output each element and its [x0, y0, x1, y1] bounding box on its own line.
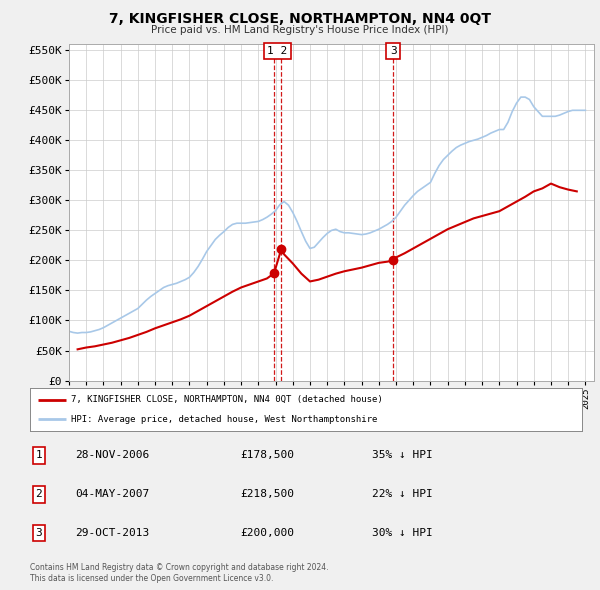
Text: 1: 1: [35, 451, 43, 460]
Text: £218,500: £218,500: [240, 490, 294, 499]
Text: 7, KINGFISHER CLOSE, NORTHAMPTON, NN4 0QT: 7, KINGFISHER CLOSE, NORTHAMPTON, NN4 0Q…: [109, 12, 491, 26]
Text: 28-NOV-2006: 28-NOV-2006: [75, 451, 149, 460]
Text: 3: 3: [390, 46, 397, 56]
Text: Price paid vs. HM Land Registry's House Price Index (HPI): Price paid vs. HM Land Registry's House …: [151, 25, 449, 35]
Text: 7, KINGFISHER CLOSE, NORTHAMPTON, NN4 0QT (detached house): 7, KINGFISHER CLOSE, NORTHAMPTON, NN4 0Q…: [71, 395, 383, 404]
Text: Contains HM Land Registry data © Crown copyright and database right 2024.: Contains HM Land Registry data © Crown c…: [30, 563, 329, 572]
Text: £178,500: £178,500: [240, 451, 294, 460]
Text: 1 2: 1 2: [268, 46, 288, 56]
Text: 3: 3: [35, 529, 43, 538]
Text: 35% ↓ HPI: 35% ↓ HPI: [372, 451, 433, 460]
Text: HPI: Average price, detached house, West Northamptonshire: HPI: Average price, detached house, West…: [71, 415, 378, 424]
Text: 04-MAY-2007: 04-MAY-2007: [75, 490, 149, 499]
Text: 29-OCT-2013: 29-OCT-2013: [75, 529, 149, 538]
Text: This data is licensed under the Open Government Licence v3.0.: This data is licensed under the Open Gov…: [30, 574, 274, 583]
Text: £200,000: £200,000: [240, 529, 294, 538]
Text: 2: 2: [35, 490, 43, 499]
Text: 30% ↓ HPI: 30% ↓ HPI: [372, 529, 433, 538]
Text: 22% ↓ HPI: 22% ↓ HPI: [372, 490, 433, 499]
